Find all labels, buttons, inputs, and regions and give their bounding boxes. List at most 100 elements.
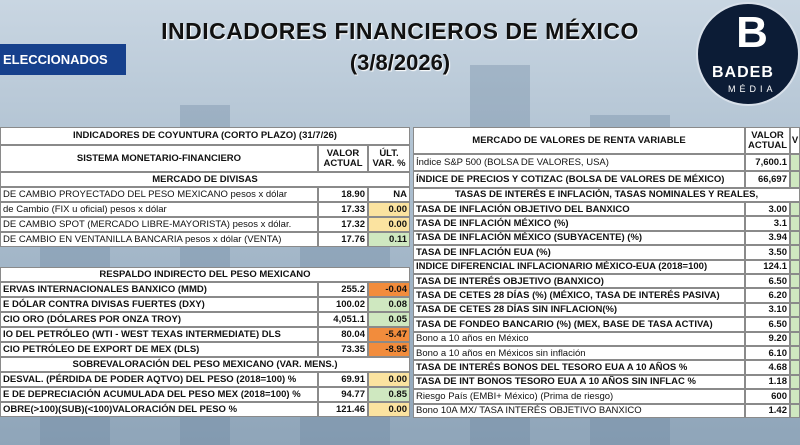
section-heading: RESPALDO INDIRECTO DEL PESO MEXICANO	[0, 267, 410, 282]
row-value: 17.32	[318, 217, 368, 232]
row-label: TASA DE INTERÉS OBJETIVO (BANXICO)	[413, 274, 745, 289]
row-value: 6.10	[745, 346, 790, 361]
row-label: DESVAL. (PÉRDIDA DE PODER AQTVO) DEL PES…	[0, 372, 318, 387]
row-label: DE CAMBIO EN VENTANILLA BANCARIA pesos x…	[0, 232, 318, 247]
row-value: 3.94	[745, 230, 790, 246]
row-label: E DE DEPRECIACIÓN ACUMULADA DEL PESO MEX…	[0, 387, 318, 402]
row-label: IO DEL PETRÓLEO (WTI - WEST TEXAS INTERM…	[0, 327, 318, 342]
page-title: INDICADORES FINANCIEROS DE MÉXICO	[161, 18, 639, 44]
row-label: DE CAMBIO PROYECTADO DEL PESO MEXICANO p…	[0, 187, 318, 202]
row-label: ERVAS INTERNACIONALES BANXICO (MMD)	[0, 282, 318, 297]
row-change	[790, 154, 800, 171]
row-change: -5.47	[368, 327, 410, 342]
header-change: V	[790, 127, 800, 154]
row-label: Bono 10A MX/ TASA INTERÉS OBJETIVO BANXI…	[413, 403, 745, 418]
section-tab[interactable]: ELECCIONADOS	[0, 44, 126, 75]
row-value: 4.68	[745, 360, 790, 375]
row-change	[790, 360, 800, 375]
row-value: 600	[745, 389, 790, 404]
row-label: DE CAMBIO SPOT (MERCADO LIBRE-MAYORISTA)…	[0, 217, 318, 232]
header-label: MERCADO DE VALORES DE RENTA VARIABLE	[413, 127, 745, 154]
header-label: SISTEMA MONETARIO-FINANCIERO	[0, 145, 318, 172]
logo-subtitle: MÉDIA	[728, 84, 777, 94]
row-value: 17.33	[318, 202, 368, 217]
row-value: 4,051.1	[318, 312, 368, 327]
row-value: 100.02	[318, 297, 368, 312]
row-label: TASA DE INFLACIÓN MÉXICO (%)	[413, 216, 745, 231]
row-label: TASA DE INTERÉS BONOS DEL TESORO EUA A 1…	[413, 360, 745, 375]
row-label: Bono a 10 años en México	[413, 331, 745, 346]
row-value: 121.46	[318, 402, 368, 417]
row-label: TASA DE INT BONOS TESORO EUA A 10 AÑOS S…	[413, 374, 745, 390]
table-title: INDICADORES DE COYUNTURA (CORTO PLAZO) (…	[0, 127, 410, 145]
row-label: TASA DE CETES 28 DÍAS (%) (MÉXICO, TASA …	[413, 288, 745, 303]
row-label: CIO PETRÓLEO DE EXPORT DE MEX (DLS)	[0, 342, 318, 357]
row-change	[790, 245, 800, 260]
section-heading: MERCADO DE DIVISAS	[0, 172, 410, 187]
header-value: VALOR ACTUAL	[318, 145, 368, 172]
row-change: 0.00	[368, 202, 410, 217]
row-change	[790, 259, 800, 274]
row-label: de Cambio (FIX u oficial) pesos x dólar	[0, 202, 318, 217]
row-value: 124.1	[745, 259, 790, 274]
row-value: 3.50	[745, 245, 790, 260]
row-label: OBRE(>100)(SUB)(<100)VALORACIÓN DEL PESO…	[0, 402, 318, 417]
row-change: -8.95	[368, 342, 410, 357]
row-change	[790, 374, 800, 390]
row-change: 0.00	[368, 372, 410, 387]
row-change: -0.04	[368, 282, 410, 297]
row-label: ÍNDICE DE PRECIOS Y COTIZAC (BOLSA DE VA…	[413, 171, 745, 188]
header-change: ÚLT. VAR. %	[368, 145, 410, 172]
logo-mark: B	[736, 8, 768, 57]
row-change: 0.85	[368, 387, 410, 402]
row-change	[790, 288, 800, 303]
row-value: 7,600.1	[745, 154, 790, 171]
row-label: CIO ORO (DÓLARES POR ONZA TROY)	[0, 312, 318, 327]
row-value: 3.1	[745, 216, 790, 231]
row-label: E DÓLAR CONTRA DIVISAS FUERTES (DXY)	[0, 297, 318, 312]
row-change	[790, 202, 800, 217]
row-label: Bono a 10 años en Méxicos sin inflación	[413, 346, 745, 361]
row-value: 73.35	[318, 342, 368, 357]
row-change	[790, 230, 800, 246]
row-change	[790, 274, 800, 289]
row-value: 69.91	[318, 372, 368, 387]
row-value: 3.10	[745, 302, 790, 318]
row-label: TASA DE CETES 28 DÍAS SIN INFLACION(%)	[413, 302, 745, 318]
row-change: 0.11	[368, 232, 410, 247]
row-value: 255.2	[318, 282, 368, 297]
row-label: TASA DE INFLACIÓN OBJETIVO DEL BANXICO	[413, 202, 745, 217]
row-label: Índice S&P 500 (BOLSA DE VALORES, USA)	[413, 154, 745, 171]
row-value: 17.76	[318, 232, 368, 247]
row-label: Riesgo País (EMBI+ México) (Prima de rie…	[413, 389, 745, 404]
row-change: NA	[368, 187, 410, 202]
header-value: VALOR ACTUAL	[745, 127, 790, 154]
row-change: 0.05	[368, 312, 410, 327]
logo-name: BADEB	[712, 64, 774, 81]
row-value: 80.04	[318, 327, 368, 342]
row-value: 6.50	[745, 274, 790, 289]
row-value: 94.77	[318, 387, 368, 402]
row-value: 18.90	[318, 187, 368, 202]
row-change	[790, 171, 800, 188]
section-heading: TASAS DE INTERÉS E INFLACIÓN, TASAS NOMI…	[413, 188, 800, 202]
row-label: TASA DE FONDEO BANCARIO (%) (MEX, BASE D…	[413, 317, 745, 332]
row-value: 6.20	[745, 288, 790, 303]
page-date: (3/8/2026)	[349, 50, 451, 75]
row-value: 6.50	[745, 317, 790, 332]
row-value: 1.18	[745, 374, 790, 390]
row-change: 0.08	[368, 297, 410, 312]
row-value: 3.00	[745, 202, 790, 217]
row-label: INDICE DIFERENCIAL INFLACIONARIO MÉXICO-…	[413, 259, 745, 274]
section-heading: SOBREVALORACIÓN DEL PESO MEXICANO (VAR. …	[0, 357, 410, 372]
row-value: 66,697	[745, 171, 790, 188]
row-change	[790, 403, 800, 418]
row-change	[790, 216, 800, 231]
row-value: 1.42	[745, 403, 790, 418]
logo: B BADEB MÉDIA	[696, 2, 800, 106]
row-change	[790, 346, 800, 361]
row-change	[790, 389, 800, 404]
row-label: TASA DE INFLACIÓN EUA (%)	[413, 245, 745, 260]
row-change	[790, 331, 800, 346]
